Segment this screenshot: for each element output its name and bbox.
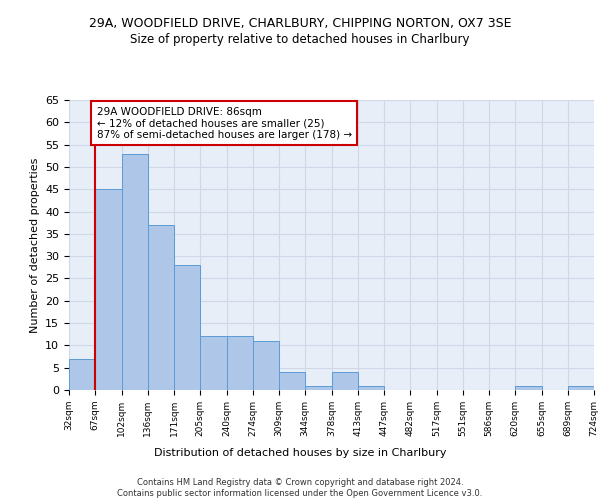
Bar [279, 372, 305, 390]
Bar [95, 189, 121, 390]
Bar [174, 265, 200, 390]
Text: 29A, WOODFIELD DRIVE, CHARLBURY, CHIPPING NORTON, OX7 3SE: 29A, WOODFIELD DRIVE, CHARLBURY, CHIPPIN… [89, 18, 511, 30]
Text: 29A WOODFIELD DRIVE: 86sqm
← 12% of detached houses are smaller (25)
87% of semi: 29A WOODFIELD DRIVE: 86sqm ← 12% of deta… [97, 106, 352, 140]
Bar [568, 386, 594, 390]
Bar [148, 225, 174, 390]
Bar [200, 336, 227, 390]
Bar [358, 386, 384, 390]
Text: Contains HM Land Registry data © Crown copyright and database right 2024.
Contai: Contains HM Land Registry data © Crown c… [118, 478, 482, 498]
Bar [305, 386, 331, 390]
Bar [227, 336, 253, 390]
Bar [253, 341, 279, 390]
Bar [121, 154, 148, 390]
Y-axis label: Number of detached properties: Number of detached properties [29, 158, 40, 332]
Text: Distribution of detached houses by size in Charlbury: Distribution of detached houses by size … [154, 448, 446, 458]
Text: Size of property relative to detached houses in Charlbury: Size of property relative to detached ho… [130, 32, 470, 46]
Bar [331, 372, 358, 390]
Bar [515, 386, 542, 390]
Bar [69, 359, 95, 390]
